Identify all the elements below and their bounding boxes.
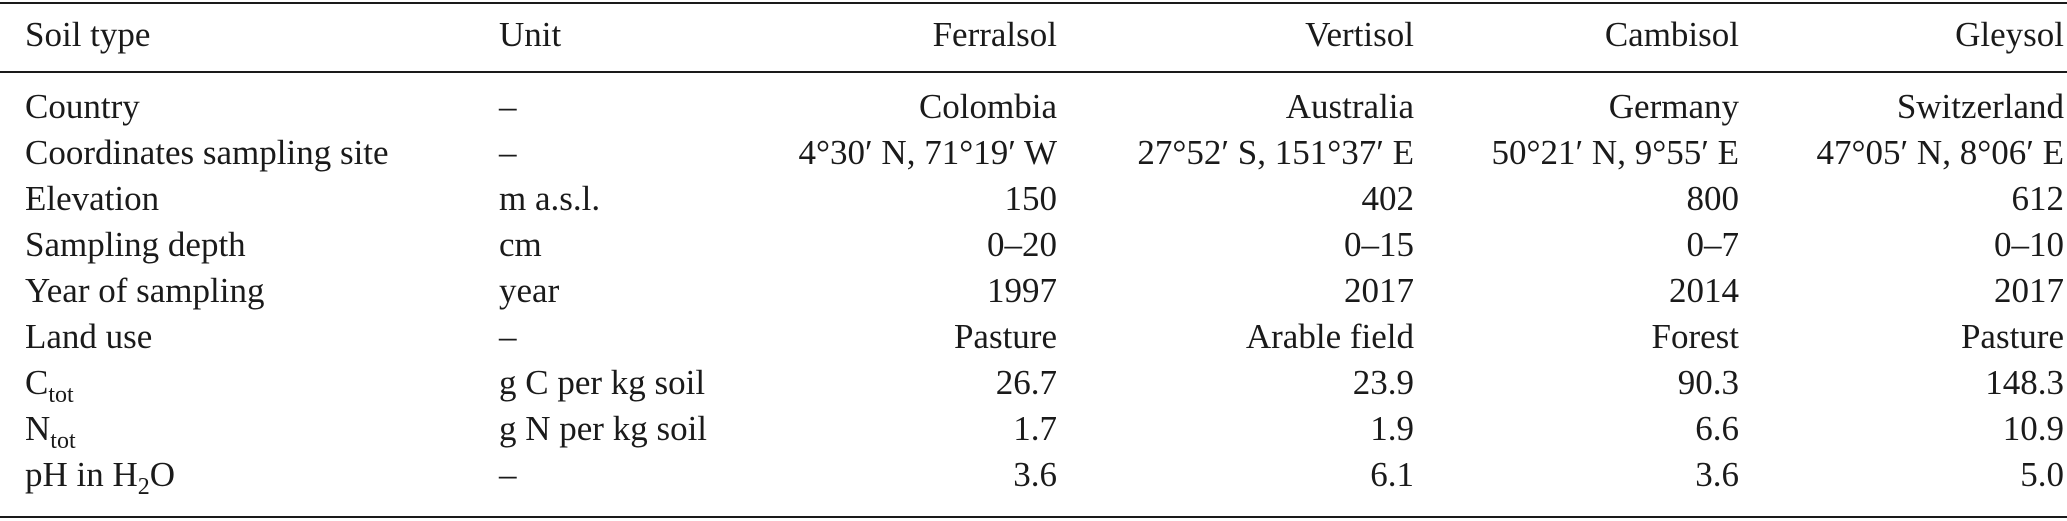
cell-gleysol: 0–10: [1994, 225, 2064, 264]
row-label: Ctot: [0, 360, 499, 408]
cell-ferralsol: 150: [1004, 179, 1058, 218]
row-label: Coordinates sampling site: [25, 133, 389, 172]
cell-gleysol: Pasture: [1960, 317, 2064, 356]
row-unit: –: [499, 133, 517, 172]
header-rule: [0, 71, 2067, 73]
row-label: Land use: [25, 317, 153, 356]
row-unit: g N per kg soil: [499, 409, 708, 448]
row-label-suffix: O: [149, 455, 176, 494]
row-label: pH in H2O: [0, 452, 499, 500]
table-row: pH in H2O – 3.6 6.1 3.6 5.0: [0, 452, 2067, 500]
cell-vertisol: 402: [1361, 179, 1415, 218]
cell-ferralsol: 1997: [987, 271, 1057, 310]
row-label-main: pH in H: [25, 455, 138, 494]
table-row: Sampling depth cm 0–20 0–15 0–7 0–10: [0, 222, 2067, 268]
cell-cambisol: 90.3: [1677, 363, 1739, 402]
cell-vertisol: 0–15: [1344, 225, 1414, 264]
header-unit: Unit: [499, 15, 562, 54]
table-row: Year of sampling year 1997 2017 2014 201…: [0, 268, 2067, 314]
row-unit: m a.s.l.: [499, 179, 601, 218]
row-label: Year of sampling: [25, 271, 265, 310]
row-label: Country: [25, 87, 140, 126]
row-label-subscript: tot: [50, 428, 76, 454]
table-row: Land use – Pasture Arable field Forest P…: [0, 314, 2067, 360]
data-table: Soil type Unit Ferralsol Vertisol Cambis…: [0, 0, 2067, 500]
table-row: Ntot g N per kg soil 1.7 1.9 6.6 10.9: [0, 406, 2067, 454]
table-row: Country – Colombia Australia Germany Swi…: [0, 84, 2067, 130]
cell-cambisol: 2014: [1669, 271, 1739, 310]
row-label-subscript: 2: [137, 474, 150, 500]
header-vertisol: Vertisol: [1305, 15, 1414, 54]
cell-gleysol: 10.9: [2002, 409, 2064, 448]
header-row: Soil type Unit Ferralsol Vertisol Cambis…: [0, 0, 2067, 70]
cell-ferralsol: 4°30′ N, 71°19′ W: [798, 133, 1057, 172]
cell-gleysol: 612: [2011, 179, 2065, 218]
header-gleysol: Gleysol: [1955, 15, 2064, 54]
row-label-main: C: [25, 363, 49, 402]
bottom-rule: [0, 516, 2067, 518]
top-rule: [0, 2, 2067, 4]
cell-cambisol: 3.6: [1695, 455, 1739, 494]
cell-ferralsol: Pasture: [953, 317, 1057, 356]
cell-ferralsol: Colombia: [918, 87, 1057, 126]
cell-gleysol: 47°05′ N, 8°06′ E: [1816, 133, 2064, 172]
row-unit: g C per kg soil: [499, 363, 706, 402]
cell-vertisol: 6.1: [1370, 455, 1414, 494]
row-label: Elevation: [25, 179, 160, 218]
cell-cambisol: 0–7: [1686, 225, 1740, 264]
cell-vertisol: 27°52′ S, 151°37′ E: [1137, 133, 1414, 172]
cell-vertisol: 23.9: [1352, 363, 1414, 402]
row-label-subscript: tot: [48, 382, 74, 408]
header-cambisol: Cambisol: [1604, 15, 1739, 54]
cell-gleysol: 148.3: [1985, 363, 2064, 402]
header-ferralsol: Ferralsol: [932, 15, 1057, 54]
row-unit: –: [499, 455, 517, 494]
table-row: Ctot g C per kg soil 26.7 23.9 90.3 148.…: [0, 360, 2067, 408]
row-label: Sampling depth: [25, 225, 246, 264]
row-unit: cm: [499, 225, 542, 264]
cell-cambisol: 800: [1686, 179, 1740, 218]
cell-gleysol: Switzerland: [1896, 87, 2064, 126]
cell-vertisol: Australia: [1285, 87, 1414, 126]
cell-cambisol: 50°21′ N, 9°55′ E: [1491, 133, 1739, 172]
row-unit: –: [499, 87, 517, 126]
header-soil-type: Soil type: [25, 15, 151, 54]
row-label-main: N: [25, 409, 51, 448]
cell-gleysol: 2017: [1994, 271, 2064, 310]
row-label: Ntot: [0, 406, 499, 454]
cell-ferralsol: 26.7: [995, 363, 1057, 402]
table-row: Elevation m a.s.l. 150 402 800 612: [0, 176, 2067, 222]
cell-vertisol: 2017: [1344, 271, 1414, 310]
cell-vertisol: Arable field: [1245, 317, 1414, 356]
row-unit: year: [499, 271, 560, 310]
cell-cambisol: Forest: [1651, 317, 1740, 356]
cell-ferralsol: 1.7: [1013, 409, 1057, 448]
cell-gleysol: 5.0: [2020, 455, 2064, 494]
cell-ferralsol: 3.6: [1013, 455, 1057, 494]
table-row: Coordinates sampling site – 4°30′ N, 71°…: [0, 130, 2067, 176]
row-unit: –: [499, 317, 517, 356]
cell-cambisol: Germany: [1608, 87, 1739, 126]
spacer-row: [0, 70, 2067, 84]
cell-cambisol: 6.6: [1695, 409, 1739, 448]
cell-ferralsol: 0–20: [987, 225, 1057, 264]
cell-vertisol: 1.9: [1370, 409, 1414, 448]
